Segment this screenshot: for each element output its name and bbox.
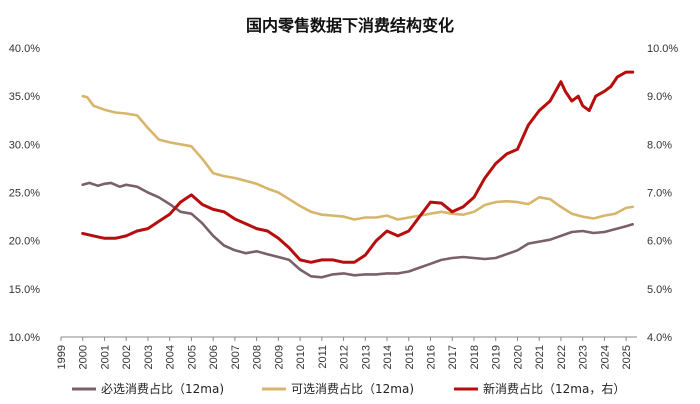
- legend-label: 新消费占比（12ma，右）: [483, 381, 625, 396]
- x-tick-label: 2024: [599, 345, 611, 369]
- x-tick-label: 2005: [186, 345, 198, 369]
- x-tick-label: 2025: [621, 345, 633, 369]
- x-tick-label: 2003: [143, 345, 155, 369]
- x-tick-label: 2023: [578, 345, 590, 369]
- x-tick-label: 2006: [208, 345, 220, 369]
- y-left-axis-ticks: 10.0% 15.0% 20.0% 25.0% 30.0% 35.0% 40.0%: [9, 43, 40, 344]
- y-left-tick-label: 40.0%: [9, 43, 40, 55]
- y-left-tick-label: 35.0%: [9, 91, 40, 103]
- necessary-consumption-line: [81, 181, 634, 279]
- x-tick-label: 2009: [273, 345, 285, 369]
- x-tick-label: 2001: [99, 345, 111, 369]
- legend-item-new: 新消费占比（12ma，右）: [454, 381, 625, 396]
- x-tick-label: 2002: [121, 345, 133, 369]
- legend-item-optional: 可选消费占比（12ma): [262, 381, 414, 396]
- x-tick-label: 2013: [360, 345, 372, 369]
- x-axis-ticks: 1999 2000 2001 2002 2003 2004 2005 2006 2007 2008…: [56, 337, 633, 369]
- y-right-tick-label: 5.0%: [647, 284, 672, 296]
- x-tick-label: 2019: [491, 345, 503, 369]
- x-tick-label: 2004: [165, 345, 177, 369]
- x-tick-label: 1999: [56, 345, 68, 369]
- x-tick-label: 2000: [78, 345, 90, 369]
- x-tick-label: 2014: [382, 345, 394, 369]
- y-left-tick-label: 20.0%: [9, 236, 40, 248]
- x-tick-label: 2015: [404, 345, 416, 369]
- x-tick-label: 2020: [512, 345, 524, 369]
- x-tick-label: 2012: [339, 345, 351, 369]
- x-tick-label: 2016: [426, 345, 438, 369]
- y-left-tick-label: 10.0%: [9, 332, 40, 344]
- legend: 必选消费占比（12ma) 可选消费占比（12ma) 新消费占比（12ma，右）: [72, 381, 625, 396]
- legend-label: 必选消费占比（12ma): [101, 381, 224, 396]
- x-tick-label: 2018: [469, 345, 481, 369]
- y-right-tick-label: 7.0%: [647, 188, 672, 200]
- legend-label: 可选消费占比（12ma): [291, 381, 414, 396]
- x-tick-label: 2021: [534, 345, 546, 369]
- x-tick-label: 2017: [447, 345, 459, 369]
- y-right-tick-label: 9.0%: [647, 91, 672, 103]
- x-tick-label: 2008: [252, 345, 264, 369]
- x-tick-label: 2011: [317, 345, 329, 369]
- y-left-tick-label: 30.0%: [9, 139, 40, 151]
- y-right-axis-ticks: 4.0% 5.0% 6.0% 7.0% 8.0% 9.0% 10.0%: [647, 43, 678, 344]
- y-right-tick-label: 10.0%: [647, 43, 678, 55]
- legend-item-necessary: 必选消费占比（12ma): [72, 381, 224, 396]
- x-tick-label: 2007: [230, 345, 242, 369]
- series-lines: [81, 70, 635, 279]
- y-left-tick-label: 25.0%: [9, 188, 40, 200]
- new-consumption-line: [81, 70, 635, 264]
- x-tick-label: 2022: [556, 345, 568, 369]
- x-tick-label: 2010: [295, 345, 307, 369]
- y-right-tick-label: 8.0%: [647, 139, 672, 151]
- y-right-tick-label: 6.0%: [647, 236, 672, 248]
- chart-title: 国内零售数据下消费结构变化: [246, 16, 454, 35]
- y-left-tick-label: 15.0%: [9, 284, 40, 296]
- y-right-tick-label: 4.0%: [647, 332, 672, 344]
- optional-consumption-line: [81, 94, 634, 221]
